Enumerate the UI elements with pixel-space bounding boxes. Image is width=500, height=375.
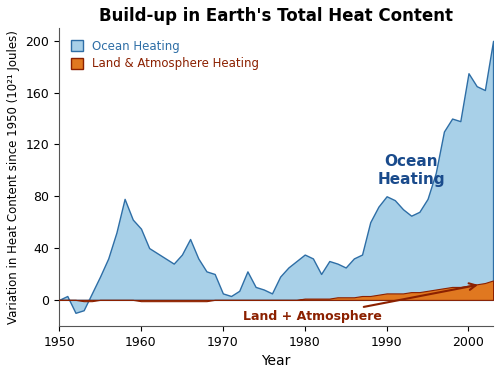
Text: Ocean
Heating: Ocean Heating: [378, 154, 445, 186]
Legend: Ocean Heating, Land & Atmosphere Heating: Ocean Heating, Land & Atmosphere Heating: [65, 34, 265, 76]
Text: Land + Atmosphere: Land + Atmosphere: [244, 283, 476, 323]
X-axis label: Year: Year: [262, 354, 291, 368]
Title: Build-up in Earth's Total Heat Content: Build-up in Earth's Total Heat Content: [99, 7, 453, 25]
Y-axis label: Variation in Heat Content since 1950 (10²¹ Joules): Variation in Heat Content since 1950 (10…: [7, 30, 20, 324]
